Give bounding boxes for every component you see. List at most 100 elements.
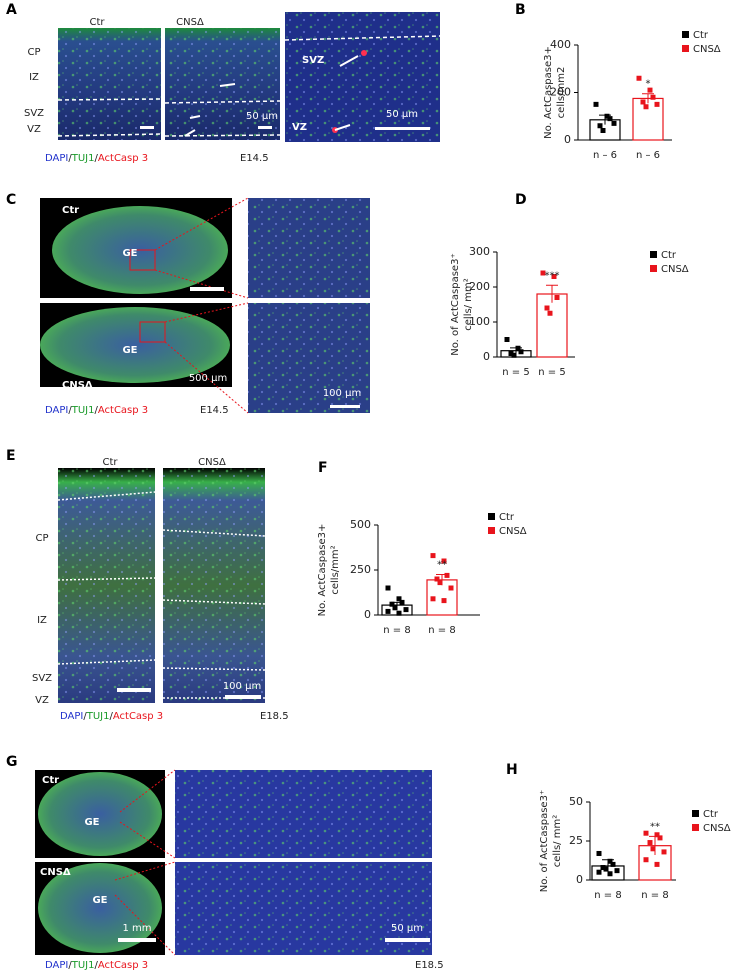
data-point [654, 101, 660, 107]
data-point [441, 598, 447, 604]
layer-label: SVZ [32, 673, 52, 684]
group-label: CNSΔ [176, 17, 204, 28]
layer-label: VZ [35, 695, 49, 706]
data-point [611, 120, 617, 126]
n-label: n – 6 [593, 150, 617, 161]
caption-part: / [94, 960, 98, 971]
boundary [284, 35, 441, 41]
scale-label: 1 mm [122, 923, 151, 934]
data-point [511, 352, 517, 358]
data-point [551, 274, 557, 279]
layer-label: SVZ [302, 55, 324, 66]
data-point [643, 857, 649, 863]
legend-label: CNSΔ [661, 264, 689, 275]
data-point [544, 305, 550, 311]
legend-swatch [650, 251, 657, 258]
caption-part: / [94, 153, 98, 164]
tissue [38, 772, 162, 856]
panel-label: E [6, 448, 16, 464]
y-tick-label: 200 [469, 280, 490, 293]
data-point [596, 869, 602, 875]
data-point [650, 94, 656, 100]
data-point [547, 310, 553, 316]
data-point [657, 835, 663, 841]
legend-label: Ctr [499, 512, 515, 523]
roi [129, 249, 156, 271]
micrograph-texture [58, 468, 155, 703]
y-tick-label: 0 [576, 873, 583, 886]
data-point [607, 858, 613, 864]
layer-label: VZ [292, 122, 307, 133]
panel-label: B [515, 2, 526, 18]
y-axis-label: cells/ mm² [463, 278, 474, 330]
group-label: CNSΔ [40, 867, 71, 878]
data-point [661, 849, 667, 855]
scale-bar [190, 287, 224, 291]
scale-label: 50 μm [246, 111, 278, 122]
n-label: n = 5 [538, 367, 565, 378]
legend-swatch [682, 31, 689, 38]
micrograph-texture [248, 303, 370, 413]
y-tick-label: 250 [350, 563, 371, 576]
scale-bar [118, 938, 156, 942]
tissue [40, 307, 230, 383]
caption: DAPI/TUJ1/ActCasp 3 [45, 153, 148, 164]
data-point [596, 850, 602, 856]
caption-part: / [83, 711, 87, 722]
y-tick-label: 25 [569, 834, 583, 847]
scale-bar [258, 126, 272, 129]
micrograph-texture [165, 28, 280, 140]
caption: DAPI/TUJ1/ActCasp 3 [45, 960, 148, 971]
caption-part: DAPI [45, 153, 68, 164]
caption-part: DAPI [45, 405, 68, 416]
y-tick-label: 0 [564, 133, 571, 146]
caption-part: TUJ1 [71, 405, 95, 416]
y-axis-label: No. of ActCaspase3⁺ [450, 253, 461, 355]
scale-bar [117, 688, 151, 692]
caption-part: ActCasp 3 [98, 405, 148, 416]
layer-label: IZ [37, 615, 47, 626]
bar [536, 293, 568, 358]
caption-part: / [109, 711, 113, 722]
error-bar [546, 284, 558, 303]
data-point [385, 608, 391, 614]
data-point [597, 123, 603, 129]
data-point [392, 605, 398, 611]
scale-bar [140, 126, 154, 129]
data-point [444, 572, 450, 578]
y-axis-label: cells/ mm² [552, 815, 563, 867]
data-point [441, 558, 447, 564]
scale-label: 100 μm [223, 681, 261, 692]
boundary [57, 491, 266, 699]
data-point [385, 585, 391, 591]
data-point [647, 840, 653, 846]
y-axis-label: No. ActCaspase3+ [317, 524, 328, 617]
panel-label: H [506, 762, 518, 778]
legend-label: CNSΔ [703, 823, 731, 834]
data-point [515, 345, 521, 351]
legend-label: Ctr [693, 30, 709, 41]
data-point [593, 101, 599, 107]
caption-part: / [68, 960, 72, 971]
significance: ** [650, 821, 660, 832]
caption: DAPI/TUJ1/ActCasp 3 [45, 405, 148, 416]
scale-label: 50 μm [391, 923, 423, 934]
scale-bar [385, 938, 430, 942]
y-axis-label: No. of ActCaspase3⁺ [539, 790, 550, 892]
scale-bar [375, 127, 430, 130]
y-axis-label: cells/mm² [330, 545, 341, 594]
legend-label: CNSΔ [499, 526, 527, 537]
layer-label: SVZ [24, 108, 44, 119]
y-tick-label: 0 [364, 608, 371, 621]
data-point [604, 113, 610, 119]
caption-part: / [68, 405, 72, 416]
data-point [430, 596, 436, 602]
data-point [399, 599, 405, 605]
group-label: Ctr [102, 457, 118, 468]
data-point [518, 349, 524, 355]
data-point [508, 351, 514, 356]
y-axis-label: No. ActCaspase3+ [543, 46, 554, 139]
micrograph-texture [163, 468, 265, 703]
data-point [643, 104, 649, 110]
